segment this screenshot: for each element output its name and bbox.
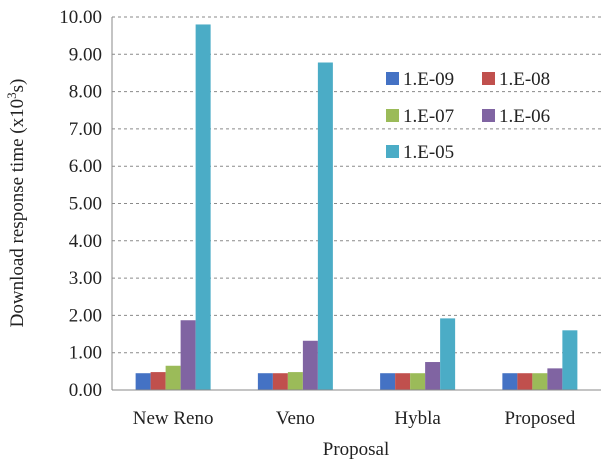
legend: 1.E-09 1.E-08 1.E-07 1.E-06 1.E-05 bbox=[386, 69, 550, 163]
x-tick-label: Proposed bbox=[505, 408, 576, 429]
bar bbox=[532, 373, 548, 390]
bar bbox=[272, 373, 288, 390]
axes bbox=[111, 17, 601, 391]
bar bbox=[517, 373, 533, 390]
y-tick-label: 10.00 bbox=[59, 7, 102, 28]
y-tick-labels: 0.00 1.00 2.00 3.00 4.00 5.00 6.00 7.00 8.00 9.00… bbox=[59, 7, 102, 401]
bar bbox=[547, 368, 563, 390]
y-tick-label: 3.00 bbox=[69, 268, 102, 289]
y-tick-label: 6.00 bbox=[69, 156, 102, 177]
x-tick-label: Veno bbox=[276, 408, 315, 429]
y-tick-label: 1.00 bbox=[69, 343, 102, 364]
y-tick-label: 0.00 bbox=[69, 380, 102, 401]
bar bbox=[257, 373, 273, 390]
y-tick-label: 7.00 bbox=[69, 119, 102, 140]
legend-label: 1.E-09 bbox=[403, 69, 454, 90]
bar bbox=[165, 365, 181, 390]
bar bbox=[180, 320, 196, 390]
bar bbox=[150, 372, 166, 390]
bar bbox=[395, 373, 411, 390]
bar bbox=[410, 373, 426, 390]
x-axis-title: Proposal bbox=[323, 439, 390, 460]
x-tick-labels: New Reno Veno Hybla Proposed bbox=[133, 408, 576, 429]
gridlines bbox=[112, 16, 601, 354]
y-axis-title-suffix: s) bbox=[7, 79, 28, 93]
bar bbox=[302, 340, 318, 390]
bar bbox=[562, 330, 578, 390]
y-axis-title-main: Download response time (x10 bbox=[7, 99, 28, 327]
bar bbox=[287, 372, 303, 390]
legend-label: 1.E-06 bbox=[499, 106, 550, 127]
legend-swatch bbox=[386, 145, 399, 158]
legend-label: 1.E-07 bbox=[403, 106, 454, 127]
bar bbox=[195, 24, 211, 391]
legend-swatch bbox=[482, 72, 495, 85]
bar bbox=[380, 373, 396, 390]
legend-swatch bbox=[386, 109, 399, 122]
x-tick-label: Hybla bbox=[394, 408, 441, 429]
bars bbox=[135, 24, 578, 391]
legend-swatch bbox=[386, 72, 399, 85]
y-tick-label: 9.00 bbox=[69, 44, 102, 65]
legend-swatch bbox=[482, 109, 495, 122]
bar bbox=[425, 362, 441, 390]
y-tick-label: 4.00 bbox=[69, 231, 102, 252]
y-axis-title-superscript: 3 bbox=[4, 92, 19, 99]
y-tick-label: 2.00 bbox=[69, 305, 102, 326]
bar bbox=[317, 62, 333, 390]
y-tick-label: 8.00 bbox=[69, 82, 102, 103]
bar bbox=[135, 373, 151, 390]
y-axis-title: Download response time (x103s) bbox=[4, 79, 28, 328]
legend-label: 1.E-08 bbox=[499, 69, 550, 90]
legend-label: 1.E-05 bbox=[403, 142, 454, 163]
bar bbox=[440, 318, 456, 390]
y-tick-label: 5.00 bbox=[69, 194, 102, 215]
bar bbox=[502, 373, 518, 390]
x-tick-label: New Reno bbox=[133, 408, 214, 429]
